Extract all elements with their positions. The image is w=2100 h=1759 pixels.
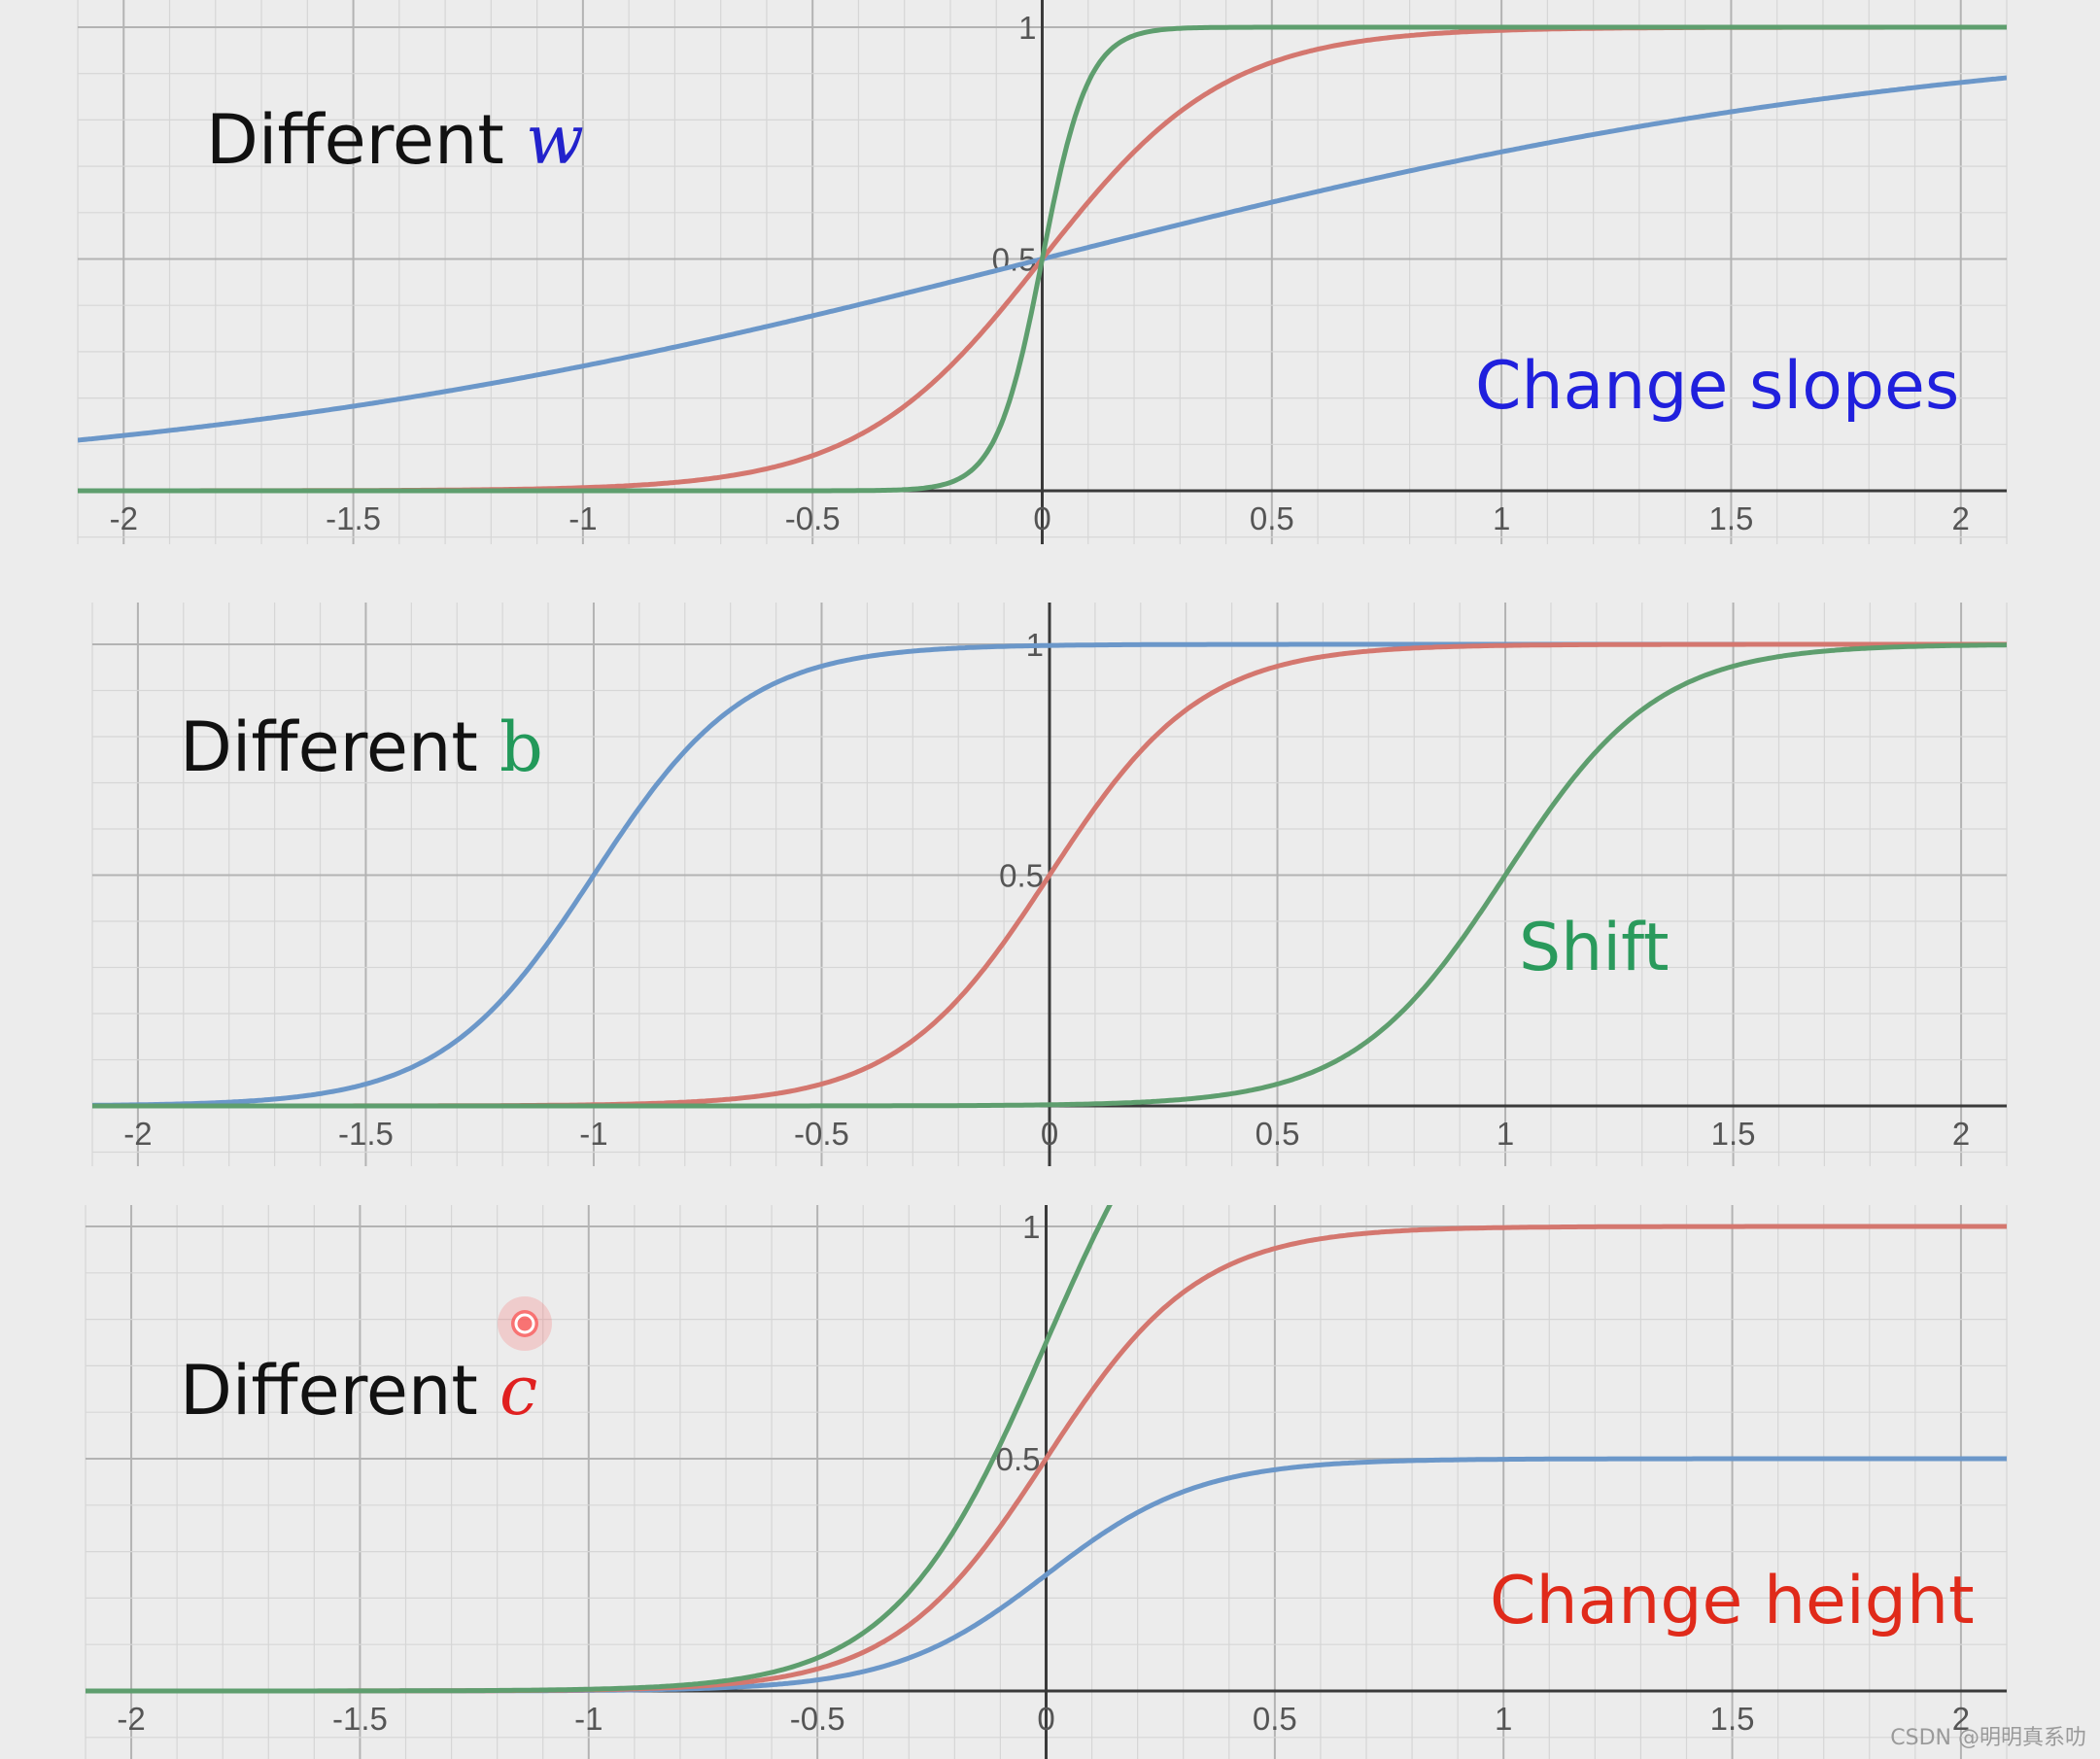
y-tick-label: 0.5	[999, 858, 1044, 894]
y-tick-label: 1	[1022, 1209, 1040, 1245]
x-tick-label: 0.5	[1256, 1116, 1300, 1152]
x-tick-label: 1	[1493, 500, 1510, 536]
x-tick-label: 0	[1037, 1701, 1054, 1737]
panel-title: Different w	[206, 100, 584, 180]
cursor-highlight-icon	[498, 1296, 552, 1351]
series-line-3	[78, 24, 2007, 494]
panel-title-text: Different	[206, 100, 526, 180]
panel-title: Different c	[180, 1351, 537, 1431]
x-tick-label: 2	[1952, 1701, 1970, 1737]
x-tick-label: -0.5	[794, 1116, 849, 1152]
x-tick-label: -2	[117, 1701, 145, 1737]
x-tick-label: -2	[123, 1116, 152, 1152]
x-tick-label: 2	[1952, 500, 1970, 536]
x-tick-label: 1	[1497, 1116, 1514, 1152]
x-tick-label: -1	[568, 500, 597, 536]
panel-annotation: Change height	[1490, 1563, 1975, 1639]
panel-title-variable: b	[499, 707, 543, 787]
x-tick-label: 2	[1952, 1116, 1970, 1152]
x-tick-label: -1.5	[332, 1701, 388, 1737]
x-tick-label: -2	[110, 500, 138, 536]
x-tick-label: -1	[574, 1701, 602, 1737]
x-tick-label: 1.5	[1711, 1116, 1756, 1152]
x-tick-label: -1.5	[338, 1116, 394, 1152]
series-line-3	[86, 1205, 1113, 1694]
x-tick-label: 0	[1033, 500, 1050, 536]
x-tick-label: 1.5	[1708, 500, 1753, 536]
panel-title-variable: w	[526, 100, 584, 180]
series-line-3	[92, 642, 2007, 1109]
panel-annotation: Shift	[1519, 910, 1670, 986]
panel-annotation: Change slopes	[1475, 348, 1959, 425]
x-tick-label: -1	[579, 1116, 607, 1152]
x-tick-label: -0.5	[790, 1701, 845, 1737]
x-tick-label: -1.5	[326, 500, 381, 536]
panel-title: Different b	[180, 707, 543, 787]
panel-title-text: Different	[180, 707, 499, 787]
panel-title-variable: c	[499, 1351, 537, 1431]
x-tick-label: 0	[1041, 1116, 1058, 1152]
x-tick-label: -0.5	[785, 500, 841, 536]
x-tick-label: 0.5	[1253, 1701, 1297, 1737]
y-tick-label: 1	[1018, 10, 1036, 46]
y-tick-label: 0.5	[996, 1441, 1041, 1477]
chart-panel-3: -2 -1.5 -1 -0.5 0 0.5 1 1.5 2 0.5 1 Different c Chan…	[85, 1205, 2008, 1759]
panel-title-text: Different	[180, 1351, 499, 1431]
x-tick-label: 1	[1495, 1701, 1512, 1737]
x-tick-label: 1.5	[1710, 1701, 1755, 1737]
x-tick-label: 0.5	[1250, 500, 1294, 536]
watermark: CSDN @明明真系叻	[1890, 1726, 2086, 1750]
